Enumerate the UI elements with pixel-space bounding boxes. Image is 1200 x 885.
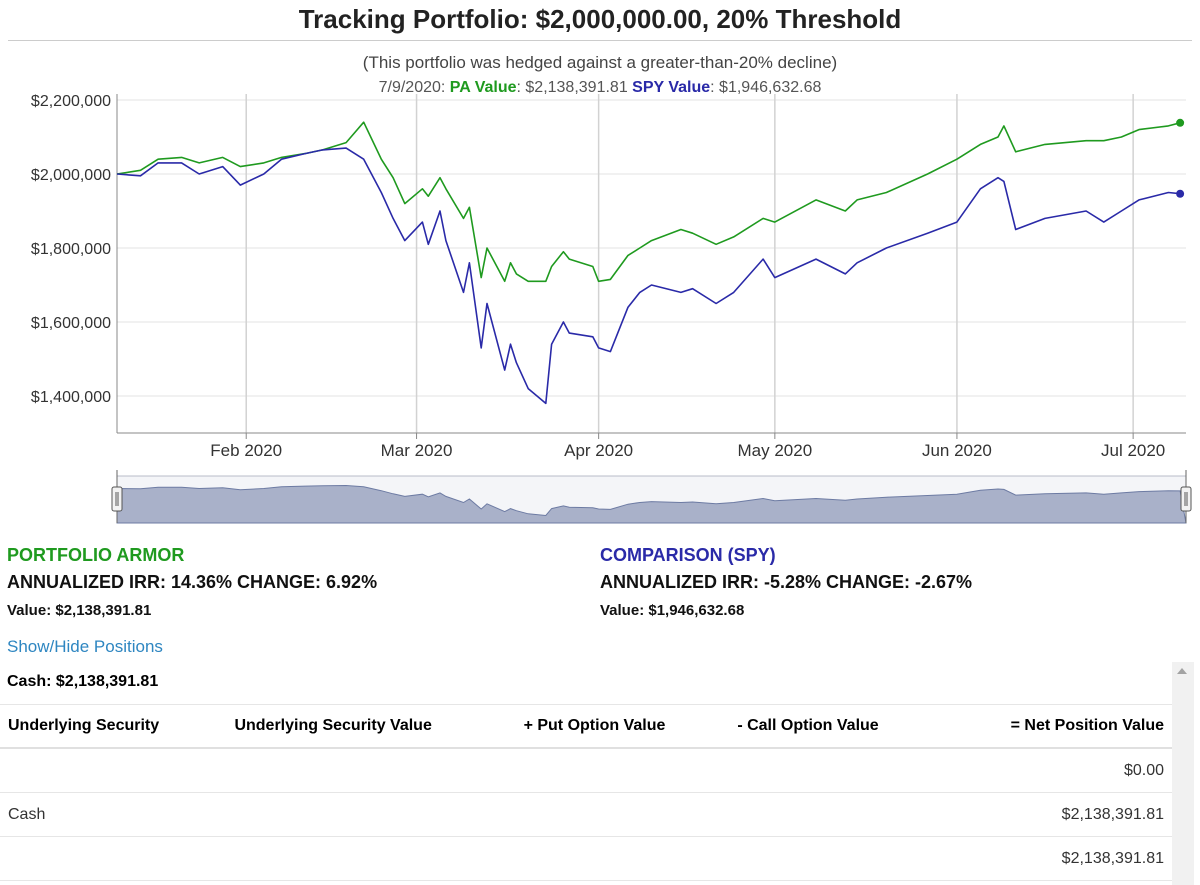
show-hide-positions-link[interactable]: Show/Hide Positions [7, 637, 163, 656]
y-tick-label: $2,000,000 [31, 167, 111, 184]
chart-subtitle: (This portfolio was hedged against a gre… [362, 53, 838, 72]
table-cell: $0.00 [942, 748, 1172, 793]
readout-pa-label: PA Value [449, 79, 517, 96]
y-tick-label: $1,800,000 [31, 241, 111, 258]
x-tick-label: Jun 2020 [922, 441, 992, 460]
spy-last-point[interactable] [1176, 189, 1185, 198]
readout-pa-value: : $2,138,391.81 [516, 79, 628, 96]
table-cell [729, 792, 943, 837]
table-cell [515, 836, 730, 881]
navigator-right-handle[interactable] [1180, 486, 1192, 512]
y-tick-label: $1,400,000 [31, 389, 111, 406]
spy-value-line [116, 147, 1181, 405]
readout-spy-value: : $1,946,632.68 [710, 79, 822, 96]
table-cell: $2,138,391.81 [942, 836, 1172, 881]
x-tick-label: Mar 2020 [381, 441, 453, 460]
navigator-left-handle[interactable] [111, 486, 123, 512]
spy-summary-irr: ANNUALIZED IRR: -5.28% CHANGE: -2.67% [600, 572, 973, 592]
readout-spy-label: SPY Value [632, 79, 711, 96]
chart-title: Tracking Portfolio: $2,000,000.00, 20% T… [298, 4, 902, 34]
navigator-series-area [116, 484, 1187, 524]
table-cell: $2,138,391.81 [942, 792, 1172, 837]
y-tick-label: $2,200,000 [31, 93, 111, 110]
line-chart[interactable]: $1,400,000 $1,600,000 $1,800,000 $2,000,000… [0, 0, 1200, 530]
table-cell [226, 836, 516, 881]
y-tick-label: $1,600,000 [31, 315, 111, 332]
x-tick-label: Jul 2020 [1101, 441, 1165, 460]
table-row: $0.00 [0, 748, 1172, 793]
column-header[interactable]: = Net Position Value [942, 704, 1172, 749]
x-tick-label: Feb 2020 [210, 441, 282, 460]
column-header[interactable]: Underlying Security [0, 704, 227, 749]
x-tick-label: Apr 2020 [564, 441, 633, 460]
vertical-scrollbar[interactable] [1172, 662, 1194, 885]
hover-readout: 7/9/2020: PA Value: $2,138,391.81 SPY Va… [0, 79, 1200, 97]
table-cell: Cash [0, 792, 227, 837]
positions-table: Underlying Security Underlying Security … [0, 704, 1172, 881]
column-header[interactable]: Underlying Security Value [226, 704, 516, 749]
pa-summary-irr: ANNUALIZED IRR: 14.36% CHANGE: 6.92% [7, 572, 378, 592]
spy-summary-title: COMPARISON (SPY) [600, 545, 776, 565]
table-cell [0, 748, 227, 793]
pa-summary-title: PORTFOLIO ARMOR [7, 545, 185, 565]
x-tick-label: May 2020 [738, 441, 813, 460]
table-cell [226, 792, 516, 837]
table-row: Cash $2,138,391.81 [0, 792, 1172, 837]
cash-line: Cash: $2,138,391.81 [7, 673, 159, 690]
scroll-up-arrow-icon[interactable] [1177, 668, 1187, 674]
table-row: $2,138,391.81 [0, 836, 1172, 881]
column-header[interactable]: + Put Option Value [515, 704, 730, 749]
table-cell [729, 836, 943, 881]
title-divider [8, 40, 1192, 41]
pa-last-point[interactable] [1176, 118, 1185, 127]
table-cell [515, 748, 730, 793]
table-header-row: Underlying Security Underlying Security … [0, 704, 1172, 749]
table-cell [729, 748, 943, 793]
table-cell [515, 792, 730, 837]
spy-summary-value: Value: $1,946,632.68 [600, 602, 745, 619]
pa-value-line [116, 121, 1181, 283]
readout-date: 7/9/2020: [378, 79, 446, 96]
column-header[interactable]: - Call Option Value [729, 704, 943, 749]
table-cell [226, 748, 516, 793]
table-cell [0, 836, 227, 881]
pa-summary-value: Value: $2,138,391.81 [7, 602, 152, 619]
